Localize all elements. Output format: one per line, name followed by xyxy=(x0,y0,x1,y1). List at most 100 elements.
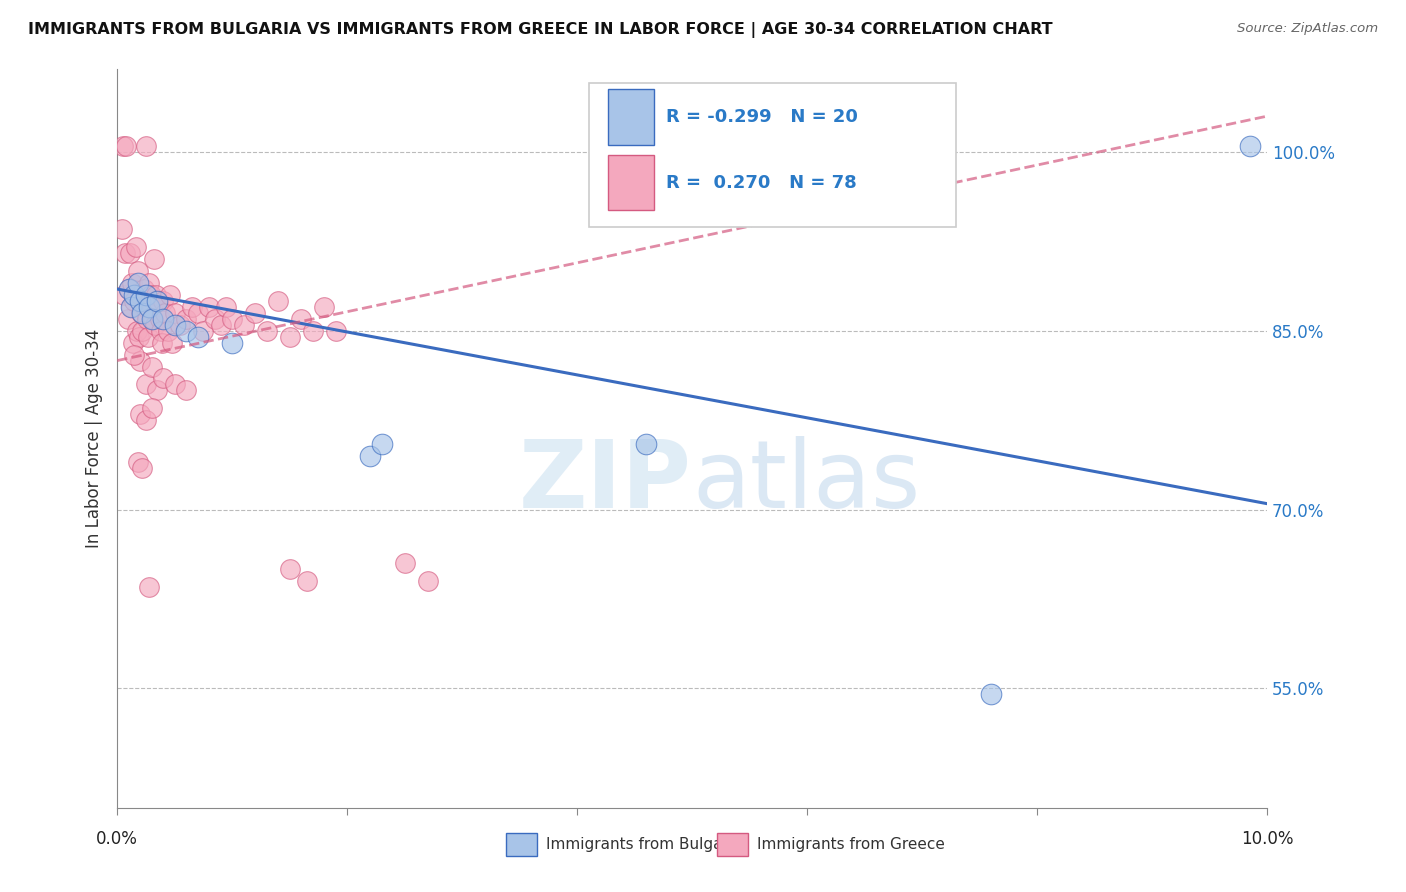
Point xyxy=(221,335,243,350)
Y-axis label: In Labor Force | Age 30-34: In Labor Force | Age 30-34 xyxy=(86,328,103,548)
Point xyxy=(143,318,166,332)
Text: IMMIGRANTS FROM BULGARIA VS IMMIGRANTS FROM GREECE IN LABOR FORCE | AGE 30-34 CO: IMMIGRANTS FROM BULGARIA VS IMMIGRANTS F… xyxy=(28,22,1053,38)
Point xyxy=(138,276,160,290)
Point xyxy=(163,377,186,392)
Point xyxy=(135,139,157,153)
Point xyxy=(141,401,163,416)
Text: R =  0.270   N = 78: R = 0.270 N = 78 xyxy=(665,174,856,192)
Point xyxy=(198,300,221,314)
Point xyxy=(416,574,439,588)
Point xyxy=(129,293,152,308)
Point xyxy=(169,318,191,332)
Point xyxy=(141,311,163,326)
Text: 10.0%: 10.0% xyxy=(1240,830,1294,848)
Point xyxy=(215,300,238,314)
Point xyxy=(155,306,177,320)
Point xyxy=(980,687,1002,701)
Point xyxy=(193,324,215,338)
Point xyxy=(174,324,197,338)
Point xyxy=(129,288,152,302)
Point xyxy=(141,359,163,374)
Point xyxy=(146,293,169,308)
Point xyxy=(118,282,141,296)
Point xyxy=(127,455,149,469)
Point xyxy=(149,311,172,326)
Point xyxy=(138,300,160,314)
Point xyxy=(325,324,347,338)
Point xyxy=(127,264,149,278)
Point xyxy=(370,437,392,451)
FancyBboxPatch shape xyxy=(609,155,654,211)
Point xyxy=(394,556,416,570)
Point xyxy=(181,300,204,314)
Point xyxy=(159,288,181,302)
Point xyxy=(267,293,290,308)
Point xyxy=(134,300,156,314)
Point xyxy=(136,330,159,344)
FancyBboxPatch shape xyxy=(609,89,654,145)
Text: Source: ZipAtlas.com: Source: ZipAtlas.com xyxy=(1237,22,1378,36)
FancyBboxPatch shape xyxy=(589,83,956,227)
Point xyxy=(135,413,157,427)
Point xyxy=(124,240,146,254)
Point xyxy=(152,371,174,385)
Point xyxy=(174,311,197,326)
Point xyxy=(124,288,146,302)
Point xyxy=(124,348,146,362)
Point xyxy=(204,311,226,326)
Point xyxy=(128,330,150,344)
Point xyxy=(118,246,141,260)
Point xyxy=(111,222,134,236)
Point xyxy=(187,306,209,320)
Point xyxy=(174,384,197,398)
Point xyxy=(138,580,160,594)
Point xyxy=(314,300,336,314)
Point xyxy=(145,288,167,302)
Point xyxy=(232,318,254,332)
Point xyxy=(152,311,174,326)
Point xyxy=(162,335,184,350)
Point xyxy=(209,318,232,332)
Point xyxy=(141,300,163,314)
Text: ZIP: ZIP xyxy=(519,436,692,528)
Point xyxy=(143,252,166,267)
Text: Immigrants from Bulgaria: Immigrants from Bulgaria xyxy=(546,837,742,852)
Point xyxy=(135,288,157,302)
Point xyxy=(111,139,134,153)
Point xyxy=(146,384,169,398)
Point xyxy=(121,276,143,290)
Point xyxy=(634,437,657,451)
Point xyxy=(136,311,159,326)
Text: Immigrants from Greece: Immigrants from Greece xyxy=(756,837,945,852)
Text: R = -0.299   N = 20: R = -0.299 N = 20 xyxy=(665,108,858,126)
Point xyxy=(1239,139,1261,153)
Point xyxy=(115,139,138,153)
Point xyxy=(135,377,157,392)
Point xyxy=(124,293,146,308)
Point xyxy=(127,276,149,290)
Point xyxy=(290,311,312,326)
Point xyxy=(256,324,278,338)
Point xyxy=(278,562,301,576)
Point xyxy=(187,330,209,344)
Point xyxy=(142,311,165,326)
Point xyxy=(163,318,186,332)
Point xyxy=(120,300,142,314)
Point xyxy=(146,293,169,308)
Point xyxy=(132,282,155,296)
Point xyxy=(163,306,186,320)
Point xyxy=(117,311,139,326)
Point xyxy=(131,324,153,338)
Point xyxy=(149,324,172,338)
Point xyxy=(114,246,136,260)
Point xyxy=(129,353,152,368)
Point xyxy=(152,293,174,308)
Point xyxy=(221,311,243,326)
Point xyxy=(118,282,141,296)
Point xyxy=(112,288,135,302)
Text: 0.0%: 0.0% xyxy=(96,830,138,848)
Point xyxy=(131,461,153,475)
Point xyxy=(359,449,381,463)
Point xyxy=(131,306,153,320)
Point xyxy=(156,324,179,338)
